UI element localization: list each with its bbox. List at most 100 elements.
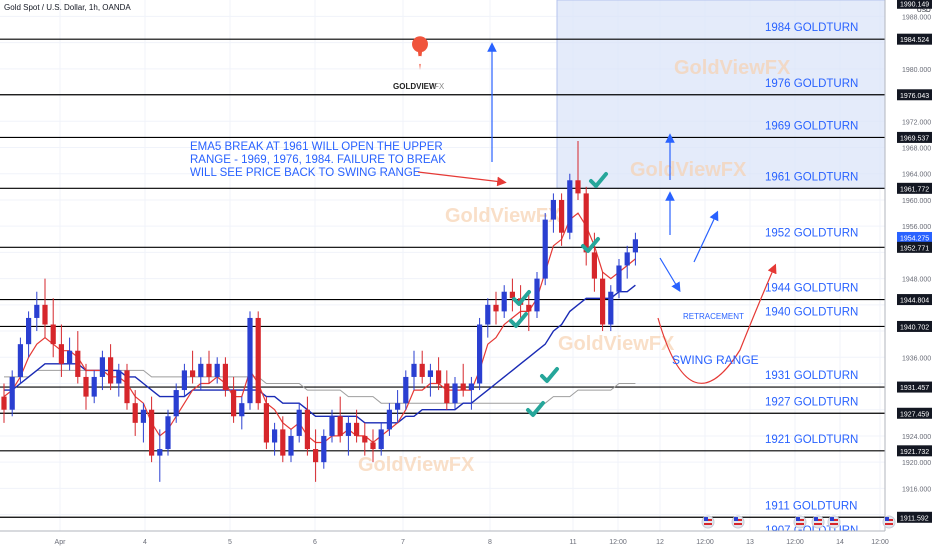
- candle-body: [214, 363, 220, 377]
- projection-arrow: [693, 210, 719, 263]
- y-tick-label: 1924.000: [902, 434, 931, 441]
- candle-body: [452, 383, 458, 404]
- level-label: 1921 GOLDTURN: [765, 434, 858, 446]
- price-tag-label: 1984.524: [900, 37, 929, 44]
- candle-body: [255, 317, 261, 404]
- candle-body: [591, 252, 597, 279]
- level-label: 1944 GOLDTURN: [765, 283, 858, 295]
- x-tick-label: 5: [228, 539, 232, 546]
- price-tag: [897, 241, 932, 253]
- x-tick-label: 14: [836, 539, 844, 546]
- price-scale-bg: [885, 0, 932, 550]
- price-tag-label: 1921.732: [900, 449, 929, 456]
- candle-body: [198, 363, 204, 377]
- y-tick-label: 1920.000: [902, 460, 931, 467]
- time-axis-bg: [0, 531, 932, 550]
- x-tick-label: 13: [746, 539, 754, 546]
- price-tag: [897, 294, 932, 306]
- candle-body: [337, 416, 343, 436]
- candle-body: [321, 435, 327, 463]
- candle-body: [17, 344, 23, 377]
- candle-body: [50, 324, 56, 345]
- candle-body: [493, 304, 499, 312]
- swing-range-curve: [657, 263, 777, 384]
- level-label: 1927 GOLDTURN: [765, 396, 858, 408]
- watermark-text: GoldViewFX: [358, 454, 475, 476]
- retracement-label: RETRACEMENT: [683, 312, 744, 321]
- x-tick-label: 12:00: [696, 539, 714, 546]
- price-tag-label: 1931.457: [900, 385, 929, 392]
- y-tick-label: 1972.000: [902, 119, 931, 126]
- level-label: 1940 GOLDTURN: [765, 306, 858, 318]
- price-tag-label: 1954.275: [900, 235, 929, 242]
- price-tag: [897, 89, 932, 101]
- y-tick-label: 1936.000: [902, 355, 931, 362]
- candle-body: [132, 403, 138, 423]
- candle-body: [9, 376, 15, 410]
- level-label: 1911 GOLDTURN: [765, 500, 857, 512]
- candle-body: [632, 239, 638, 253]
- annotation-text: EMA5 BREAK AT 1961 WILL OPEN THE UPPER: [190, 141, 443, 153]
- y-tick-label: 1956.000: [902, 224, 931, 231]
- watermark-text: GoldViewFX: [630, 159, 747, 181]
- candle-body: [231, 390, 237, 417]
- candle-body: [247, 317, 253, 404]
- price-tag-label: 1976.043: [900, 93, 929, 100]
- candle-body: [181, 370, 187, 391]
- x-tick-label: 7: [401, 539, 405, 546]
- candle-body: [75, 350, 81, 377]
- event-flag-icon: [882, 515, 896, 529]
- check-mark-icon: [540, 367, 559, 383]
- price-tag: [897, 511, 932, 523]
- candle-body: [477, 324, 483, 384]
- candle-body: [468, 383, 474, 391]
- candle-body: [575, 180, 581, 194]
- candle-body: [58, 344, 64, 364]
- y-tick-label: 1988.000: [902, 14, 931, 21]
- candle-body: [99, 357, 105, 377]
- currency-label: USD: [917, 7, 931, 14]
- price-tag-label: 1990.149: [900, 1, 929, 8]
- candle-body: [149, 409, 155, 456]
- projection-arrow: [659, 257, 681, 293]
- candle-body: [485, 304, 491, 325]
- y-tick-label: 1960.000: [902, 198, 931, 205]
- candle-body: [386, 409, 392, 430]
- candle-body: [329, 416, 335, 436]
- x-tick-label: 12:00: [871, 539, 889, 546]
- price-tag-label: 1944.804: [900, 298, 929, 305]
- candle-body: [206, 363, 212, 377]
- price-tag: [897, 131, 932, 143]
- candle-body: [345, 422, 351, 436]
- candle-body: [362, 435, 368, 443]
- candle-body: [460, 383, 466, 391]
- candle-body: [624, 252, 630, 266]
- candle-body: [108, 357, 114, 384]
- watermark-text: GoldViewFX: [674, 57, 791, 79]
- logo-pin-icon: [412, 36, 428, 70]
- event-flag-icon: [827, 515, 841, 529]
- candle-body: [91, 376, 97, 397]
- symbol-title: Gold Spot / U.S. Dollar, 1h, OANDA: [4, 3, 131, 12]
- event-flag-icon: [793, 515, 807, 529]
- candle-body: [419, 363, 425, 377]
- price-tag: [897, 33, 932, 45]
- candle-body: [26, 317, 32, 345]
- candle-body: [288, 435, 294, 456]
- logo-text-suffix: FX: [434, 82, 445, 91]
- candle-body: [559, 199, 565, 233]
- price-tag: [897, 320, 932, 332]
- check-mark-icon: [581, 237, 600, 253]
- candle-body: [124, 370, 130, 404]
- y-tick-label: 1980.000: [902, 67, 931, 74]
- watermark-text: GoldViewFX: [558, 333, 675, 355]
- candle-body: [272, 429, 278, 443]
- candle-body: [567, 180, 573, 233]
- swing-range-label: SWING RANGE: [672, 353, 759, 367]
- y-tick-label: 1964.000: [902, 172, 931, 179]
- candle-body: [354, 422, 360, 436]
- candle-body: [616, 265, 622, 292]
- candle-body: [157, 449, 163, 456]
- watermark-text: GoldViewFX: [445, 205, 562, 227]
